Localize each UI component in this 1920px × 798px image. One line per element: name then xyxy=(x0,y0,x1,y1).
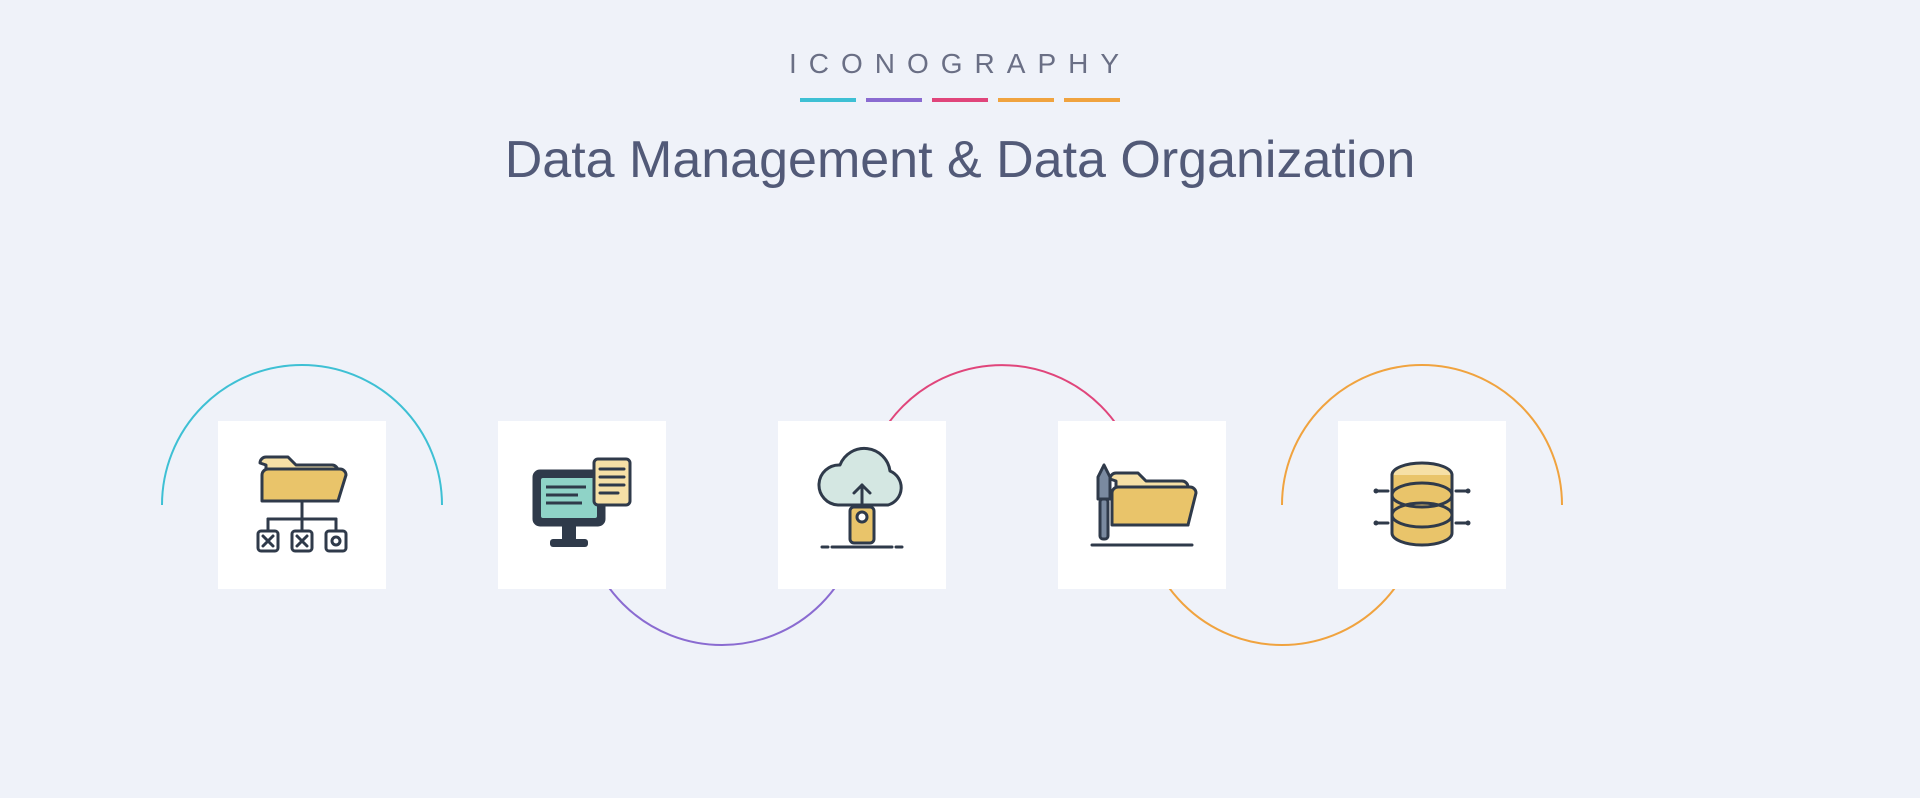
icon-card xyxy=(1058,421,1226,589)
folder-tool-icon xyxy=(1082,445,1202,565)
wave-path xyxy=(0,0,1920,798)
icon-card xyxy=(218,421,386,589)
icon-card xyxy=(778,421,946,589)
monitor-file-icon xyxy=(522,445,642,565)
icon-card xyxy=(1338,421,1506,589)
stage xyxy=(0,0,1920,798)
folder-network-icon xyxy=(242,445,362,565)
database-icon xyxy=(1362,445,1482,565)
icon-card xyxy=(498,421,666,589)
cloud-upload-icon xyxy=(802,445,922,565)
